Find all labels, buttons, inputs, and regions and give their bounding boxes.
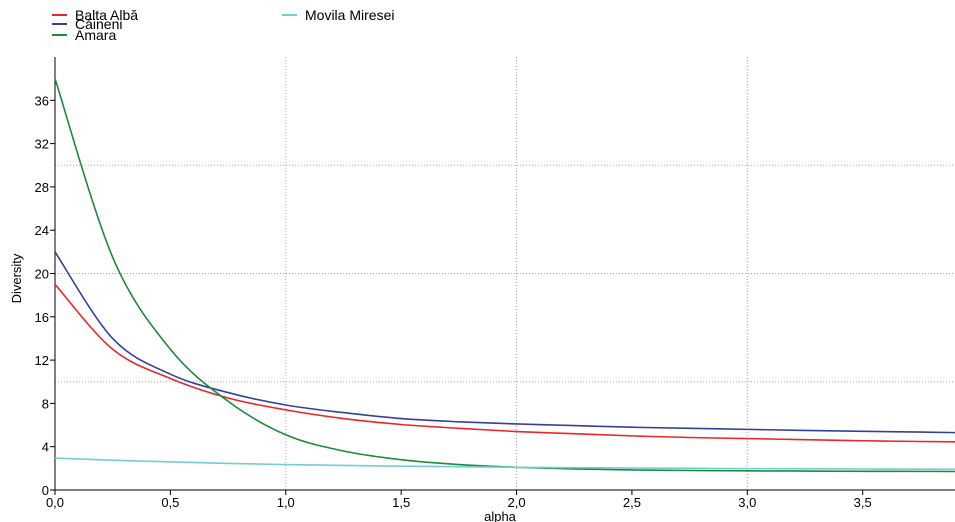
y-tick-label: 24: [35, 223, 49, 238]
x-tick-label: 1,5: [392, 495, 410, 510]
y-tick-label: 32: [35, 137, 49, 152]
series-line: [54, 251, 955, 434]
x-tick-label: 0,0: [46, 495, 64, 510]
x-tick-label: 2,5: [623, 495, 641, 510]
x-tick-label: 3,0: [738, 495, 756, 510]
x-tick-label: 2,0: [507, 495, 525, 510]
y-tick-label: 36: [35, 93, 49, 108]
x-tick-label: 1,0: [277, 495, 295, 510]
legend-label: Amara: [75, 27, 116, 43]
y-axis-title: Diversity: [9, 253, 24, 303]
legend-label: Balta Albă: [75, 7, 138, 23]
y-tick-label: 20: [35, 267, 49, 282]
series-lines: [54, 78, 955, 473]
y-tick-label: 8: [42, 396, 49, 411]
legend-label: Căineni: [75, 16, 122, 32]
x-tick-label: 3,5: [854, 495, 872, 510]
series-line: [54, 283, 955, 443]
y-tick-label: 0: [42, 483, 49, 498]
y-tick-label: 12: [35, 353, 49, 368]
x-axis-title: alpha: [484, 509, 517, 522]
legend-label: Movila Miresei: [305, 7, 394, 23]
x-tick-label: 0,5: [161, 495, 179, 510]
axes: 0 4 8 12 16 20 24 28 32 36 0,0 0,5 1,0 1,5 2,0 2,5 3,0 3,…: [35, 57, 955, 510]
y-tick-label: 28: [35, 180, 49, 195]
y-tick-label: 16: [35, 310, 49, 325]
series-line: [54, 457, 955, 471]
series-line: [54, 78, 955, 473]
grid-lines: [55, 57, 955, 490]
y-tick-label: 4: [42, 440, 49, 455]
